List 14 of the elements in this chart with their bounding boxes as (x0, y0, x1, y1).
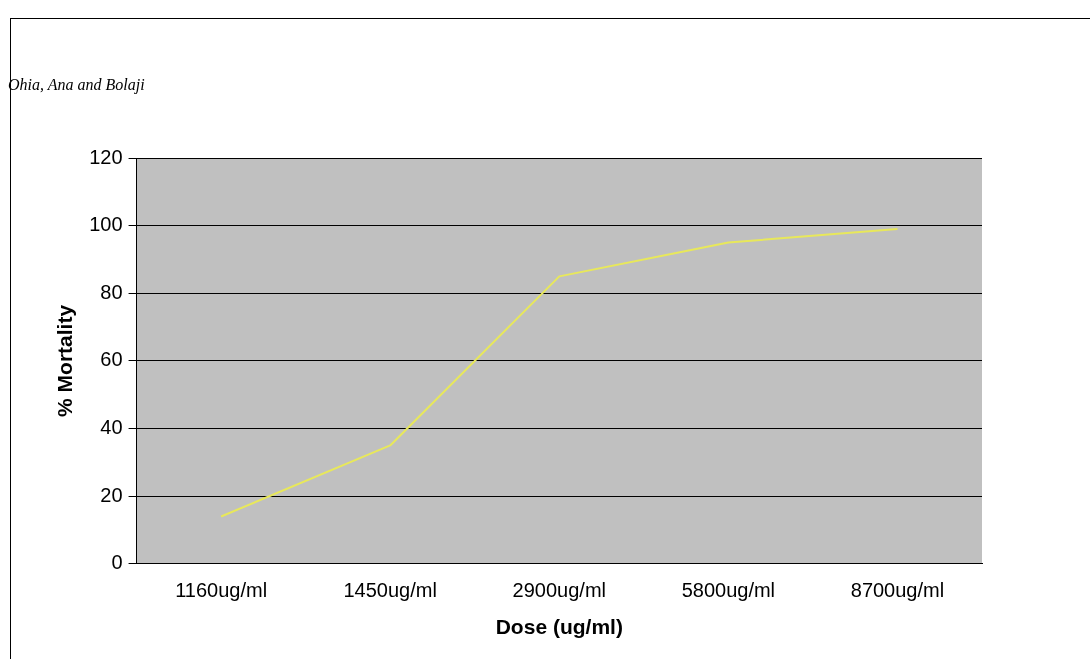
y-tick-label: 100 (89, 213, 123, 236)
x-axis-title: Dose (ug/ml) (495, 615, 623, 639)
y-tick-label: 40 (100, 416, 123, 439)
y-tick-label: 80 (100, 280, 123, 303)
y-tick-label: 0 (111, 551, 123, 574)
x-tick-label: 5800ug/ml (681, 579, 776, 602)
x-tick-label: 2900ug/ml (512, 579, 606, 602)
x-tick-label: 8700ug/ml (850, 579, 945, 602)
x-tick-label: 1160ug/ml (175, 579, 268, 602)
y-tick-label: 20 (100, 483, 123, 506)
x-tick-label: 1450ug/ml (343, 579, 437, 602)
y-axis-title: % Mortality (53, 304, 77, 417)
y-tick-label: 60 (100, 348, 123, 371)
y-tick-label: 120 (89, 145, 123, 168)
